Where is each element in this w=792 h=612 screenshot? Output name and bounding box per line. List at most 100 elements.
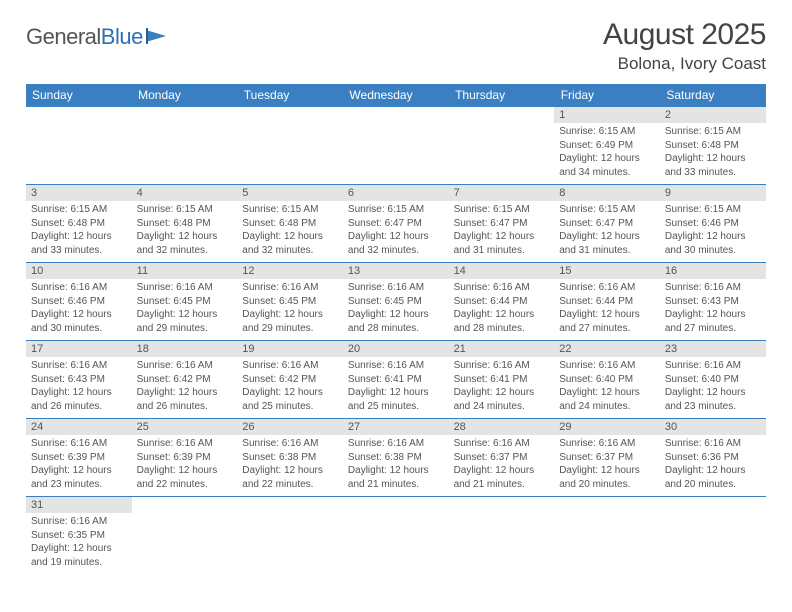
title-block: August 2025 Bolona, Ivory Coast — [603, 18, 766, 74]
logo-general: General — [26, 24, 101, 50]
day-details: Sunrise: 6:16 AMSunset: 6:45 PMDaylight:… — [132, 279, 238, 339]
flag-icon — [146, 24, 168, 50]
calendar-cell: 6Sunrise: 6:15 AMSunset: 6:47 PMDaylight… — [343, 185, 449, 263]
day-details: Sunrise: 6:16 AMSunset: 6:45 PMDaylight:… — [343, 279, 449, 339]
detail-line: Daylight: 12 hours — [665, 464, 761, 478]
weekday-row: Sunday Monday Tuesday Wednesday Thursday… — [26, 84, 766, 107]
day-details: Sunrise: 6:16 AMSunset: 6:44 PMDaylight:… — [554, 279, 660, 339]
detail-line: Sunrise: 6:16 AM — [348, 359, 444, 373]
detail-line: and 24 minutes. — [559, 400, 655, 414]
detail-line: Sunset: 6:48 PM — [137, 217, 233, 231]
day-number: 15 — [554, 263, 660, 279]
detail-line: Daylight: 12 hours — [454, 386, 550, 400]
day-details: Sunrise: 6:16 AMSunset: 6:41 PMDaylight:… — [343, 357, 449, 417]
day-details: Sunrise: 6:16 AMSunset: 6:37 PMDaylight:… — [449, 435, 555, 495]
detail-line: Sunset: 6:41 PM — [454, 373, 550, 387]
day-number: 19 — [237, 341, 343, 357]
calendar-cell: 20Sunrise: 6:16 AMSunset: 6:41 PMDayligh… — [343, 341, 449, 419]
calendar-cell: 23Sunrise: 6:16 AMSunset: 6:40 PMDayligh… — [660, 341, 766, 419]
detail-line: Sunrise: 6:15 AM — [137, 203, 233, 217]
day-details: Sunrise: 6:15 AMSunset: 6:49 PMDaylight:… — [554, 123, 660, 183]
day-number: 31 — [26, 497, 132, 513]
detail-line: Sunset: 6:44 PM — [559, 295, 655, 309]
day-number: 14 — [449, 263, 555, 279]
calendar-cell — [343, 107, 449, 185]
calendar-cell: 7Sunrise: 6:15 AMSunset: 6:47 PMDaylight… — [449, 185, 555, 263]
detail-line: Daylight: 12 hours — [665, 230, 761, 244]
detail-line: Daylight: 12 hours — [31, 542, 127, 556]
day-number: 11 — [132, 263, 238, 279]
detail-line: Sunrise: 6:15 AM — [665, 203, 761, 217]
day-number: 6 — [343, 185, 449, 201]
calendar-cell: 29Sunrise: 6:16 AMSunset: 6:37 PMDayligh… — [554, 419, 660, 497]
day-details: Sunrise: 6:15 AMSunset: 6:48 PMDaylight:… — [237, 201, 343, 261]
calendar-week: 31Sunrise: 6:16 AMSunset: 6:35 PMDayligh… — [26, 497, 766, 575]
calendar-cell: 8Sunrise: 6:15 AMSunset: 6:47 PMDaylight… — [554, 185, 660, 263]
day-details: Sunrise: 6:16 AMSunset: 6:40 PMDaylight:… — [554, 357, 660, 417]
calendar-cell: 12Sunrise: 6:16 AMSunset: 6:45 PMDayligh… — [237, 263, 343, 341]
calendar-cell — [449, 107, 555, 185]
calendar-cell: 22Sunrise: 6:16 AMSunset: 6:40 PMDayligh… — [554, 341, 660, 419]
day-number: 4 — [132, 185, 238, 201]
detail-line: Sunset: 6:46 PM — [31, 295, 127, 309]
detail-line: and 33 minutes. — [31, 244, 127, 258]
detail-line: Sunrise: 6:16 AM — [454, 359, 550, 373]
detail-line: Daylight: 12 hours — [137, 230, 233, 244]
calendar-cell — [554, 497, 660, 575]
calendar-cell: 10Sunrise: 6:16 AMSunset: 6:46 PMDayligh… — [26, 263, 132, 341]
detail-line: Sunrise: 6:15 AM — [242, 203, 338, 217]
calendar-cell: 3Sunrise: 6:15 AMSunset: 6:48 PMDaylight… — [26, 185, 132, 263]
day-details: Sunrise: 6:15 AMSunset: 6:47 PMDaylight:… — [449, 201, 555, 261]
calendar-cell: 18Sunrise: 6:16 AMSunset: 6:42 PMDayligh… — [132, 341, 238, 419]
header: GeneralBlue August 2025 Bolona, Ivory Co… — [26, 18, 766, 74]
detail-line: Daylight: 12 hours — [454, 230, 550, 244]
title-location: Bolona, Ivory Coast — [603, 54, 766, 74]
detail-line: Sunset: 6:45 PM — [348, 295, 444, 309]
day-number: 12 — [237, 263, 343, 279]
calendar-week: 17Sunrise: 6:16 AMSunset: 6:43 PMDayligh… — [26, 341, 766, 419]
detail-line: Daylight: 12 hours — [559, 386, 655, 400]
detail-line: and 33 minutes. — [665, 166, 761, 180]
day-details: Sunrise: 6:16 AMSunset: 6:43 PMDaylight:… — [660, 279, 766, 339]
day-details: Sunrise: 6:15 AMSunset: 6:47 PMDaylight:… — [343, 201, 449, 261]
weekday-header: Friday — [554, 84, 660, 107]
detail-line: Daylight: 12 hours — [559, 152, 655, 166]
detail-line: Sunset: 6:39 PM — [31, 451, 127, 465]
detail-line: Daylight: 12 hours — [348, 464, 444, 478]
detail-line: Daylight: 12 hours — [559, 230, 655, 244]
day-number: 25 — [132, 419, 238, 435]
detail-line: Sunrise: 6:15 AM — [348, 203, 444, 217]
detail-line: Daylight: 12 hours — [137, 386, 233, 400]
detail-line: and 24 minutes. — [454, 400, 550, 414]
detail-line: Sunset: 6:41 PM — [348, 373, 444, 387]
day-details: Sunrise: 6:16 AMSunset: 6:38 PMDaylight:… — [237, 435, 343, 495]
calendar-cell: 19Sunrise: 6:16 AMSunset: 6:42 PMDayligh… — [237, 341, 343, 419]
day-number: 21 — [449, 341, 555, 357]
detail-line: and 29 minutes. — [242, 322, 338, 336]
detail-line: Daylight: 12 hours — [137, 464, 233, 478]
detail-line: Sunrise: 6:16 AM — [559, 437, 655, 451]
calendar-cell: 14Sunrise: 6:16 AMSunset: 6:44 PMDayligh… — [449, 263, 555, 341]
detail-line: Sunset: 6:47 PM — [454, 217, 550, 231]
detail-line: Sunrise: 6:16 AM — [665, 437, 761, 451]
day-number: 2 — [660, 107, 766, 123]
calendar-cell: 9Sunrise: 6:15 AMSunset: 6:46 PMDaylight… — [660, 185, 766, 263]
day-details: Sunrise: 6:16 AMSunset: 6:42 PMDaylight:… — [237, 357, 343, 417]
calendar-cell: 28Sunrise: 6:16 AMSunset: 6:37 PMDayligh… — [449, 419, 555, 497]
detail-line: and 26 minutes. — [31, 400, 127, 414]
detail-line: and 32 minutes. — [348, 244, 444, 258]
detail-line: Daylight: 12 hours — [242, 230, 338, 244]
day-details: Sunrise: 6:16 AMSunset: 6:36 PMDaylight:… — [660, 435, 766, 495]
calendar-table: Sunday Monday Tuesday Wednesday Thursday… — [26, 84, 766, 575]
detail-line: and 27 minutes. — [665, 322, 761, 336]
detail-line: Sunset: 6:40 PM — [559, 373, 655, 387]
detail-line: Sunset: 6:42 PM — [242, 373, 338, 387]
detail-line: Sunrise: 6:15 AM — [454, 203, 550, 217]
day-details: Sunrise: 6:15 AMSunset: 6:47 PMDaylight:… — [554, 201, 660, 261]
detail-line: Sunset: 6:37 PM — [559, 451, 655, 465]
calendar-cell: 2Sunrise: 6:15 AMSunset: 6:48 PMDaylight… — [660, 107, 766, 185]
detail-line: and 31 minutes. — [454, 244, 550, 258]
detail-line: and 22 minutes. — [137, 478, 233, 492]
day-number: 23 — [660, 341, 766, 357]
calendar-cell: 11Sunrise: 6:16 AMSunset: 6:45 PMDayligh… — [132, 263, 238, 341]
